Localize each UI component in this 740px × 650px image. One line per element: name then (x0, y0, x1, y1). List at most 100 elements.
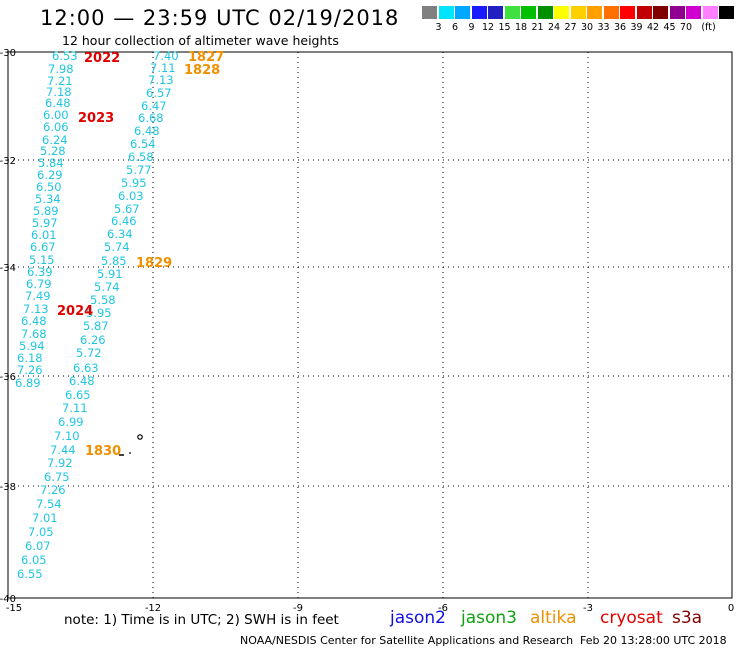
page-subtitle: 12 hour collection of altimeter wave hei… (62, 33, 339, 48)
color-swatch (702, 6, 719, 19)
wave-height-value: 7.44 (50, 443, 76, 457)
generated-timestamp: Feb 20 13:28:00 UTC 2018 (580, 634, 727, 647)
lon-tick-label: -9 (293, 603, 303, 614)
color-swatch (554, 6, 570, 19)
wave-height-value: 5.72 (76, 346, 102, 360)
color-swatch (455, 6, 471, 19)
pass-time-label: 2022 (84, 51, 120, 66)
color-swatch (504, 6, 521, 19)
lat-tick-label: -36 (0, 372, 16, 383)
wave-height-value: 5.87 (83, 319, 109, 333)
color-swatch (521, 6, 537, 19)
color-swatch (570, 6, 587, 19)
wave-height-value: 5.34 (35, 192, 61, 206)
wave-height-value: 5.94 (19, 339, 45, 353)
legend-altika: altika (530, 608, 577, 628)
wave-height-value: 7.18 (46, 85, 72, 99)
wave-height-value: 6.48 (21, 314, 47, 328)
pass-time-label: 2023 (78, 111, 114, 126)
color-swatch (587, 6, 603, 19)
wave-height-value: 6.07 (25, 539, 51, 553)
wave-height-value: 6.34 (107, 227, 133, 241)
lon-tick-label: -15 (6, 603, 22, 614)
color-swatch (669, 6, 686, 19)
color-scale-label: 21 (531, 22, 544, 33)
wave-height-value: 5.95 (86, 306, 112, 320)
wave-height-value: 6.89 (15, 376, 41, 390)
color-scale-label: 15 (498, 22, 511, 33)
wave-height-value: 6.50 (36, 180, 62, 194)
color-scale-label: 18 (514, 22, 528, 33)
wave-height-value: 7.54 (36, 497, 62, 511)
wave-height-value: 5.28 (40, 144, 66, 158)
color-swatch (603, 6, 620, 19)
wave-height-value: 6.58 (128, 150, 154, 164)
wave-height-value: 5.74 (94, 280, 120, 294)
wave-height-value: 7.05 (28, 525, 54, 539)
wave-height-value: 6.48 (45, 96, 71, 110)
wave-height-value: 5.89 (33, 204, 59, 218)
wave-height-value: 6.57 (146, 86, 172, 100)
wave-height-value: 6.39 (27, 265, 53, 279)
marker-dot (129, 452, 131, 454)
wave-height-value: 6.46 (111, 214, 137, 228)
wave-height-value: 6.48 (134, 124, 160, 138)
wave-height-value: 6.01 (31, 228, 57, 242)
color-swatch (653, 6, 669, 19)
wave-height-value: 6.06 (43, 120, 69, 134)
lon-tick-label: 0 (728, 603, 734, 614)
wave-height-value: 6.67 (30, 240, 56, 254)
credit-line: NOAA/NESDIS Center for Satellite Applica… (240, 634, 574, 647)
wave-height-value: 5.97 (32, 216, 58, 230)
color-scale-label: 42 (646, 22, 660, 33)
legend-jason3: jason3 (461, 608, 517, 628)
lon-tick-label: -12 (145, 603, 161, 614)
color-swatch (438, 6, 455, 19)
wave-height-value: 6.53 (52, 49, 78, 63)
color-swatch (636, 6, 653, 19)
wave-height-value: 5.85 (101, 254, 127, 268)
wave-height-value: 7.13 (23, 302, 49, 316)
color-scale-label: (ft) (701, 22, 716, 33)
wave-height-value: 6.65 (65, 388, 91, 402)
wave-height-value: 6.55 (17, 567, 43, 581)
color-scale-label: 12 (481, 22, 495, 33)
color-scale-label: 45 (663, 22, 676, 33)
wave-height-value: 6.48 (69, 374, 95, 388)
wave-height-value: 7.98 (48, 62, 74, 76)
pass-time-label: 1827 (188, 50, 224, 65)
pass-time-label: 1828 (184, 63, 220, 78)
color-swatch (537, 6, 554, 19)
wave-height-value: 7.01 (32, 511, 58, 525)
wave-height-value: 6.79 (26, 277, 52, 291)
color-swatch (422, 6, 438, 19)
wave-height-value: 6.03 (118, 189, 144, 203)
wave-height-value: 7.26 (40, 483, 66, 497)
lat-tick-label: -38 (0, 482, 16, 493)
color-scale-label: 36 (613, 22, 627, 33)
pass-time-label: 1829 (136, 256, 172, 271)
color-swatch (686, 6, 702, 19)
wave-height-value: 6.00 (43, 108, 69, 122)
wave-height-value: 7.13 (148, 73, 174, 87)
wave-height-value: 6.99 (58, 415, 84, 429)
wave-height-value: 5.74 (104, 240, 130, 254)
map-frame (7, 51, 733, 599)
color-swatch (719, 6, 735, 19)
wave-height-value: 6.26 (80, 333, 106, 347)
wave-height-value: 6.18 (17, 351, 43, 365)
color-swatch (488, 6, 504, 19)
page-title: 12:00 — 23:59 UTC 02/19/2018 (40, 6, 400, 30)
wave-height-value: 5.15 (29, 253, 55, 267)
wave-height-value: 5.84 (38, 156, 64, 170)
wave-height-value: 6.24 (42, 133, 68, 147)
color-scale-label: 24 (547, 22, 561, 33)
wave-height-value: 7.92 (47, 456, 73, 470)
wave-height-value: 5.58 (90, 293, 116, 307)
color-scale-label: 3 (435, 22, 442, 33)
wave-height-value: 5.77 (126, 163, 152, 177)
pass-time-label: 2024 (57, 304, 93, 319)
color-scale-label: 6 (451, 22, 459, 33)
color-scale-label: 30 (580, 22, 594, 33)
